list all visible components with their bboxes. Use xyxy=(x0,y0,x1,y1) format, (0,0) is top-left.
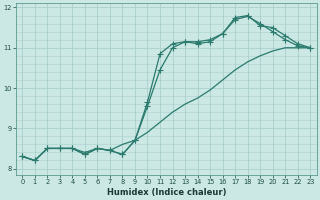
X-axis label: Humidex (Indice chaleur): Humidex (Indice chaleur) xyxy=(107,188,226,197)
